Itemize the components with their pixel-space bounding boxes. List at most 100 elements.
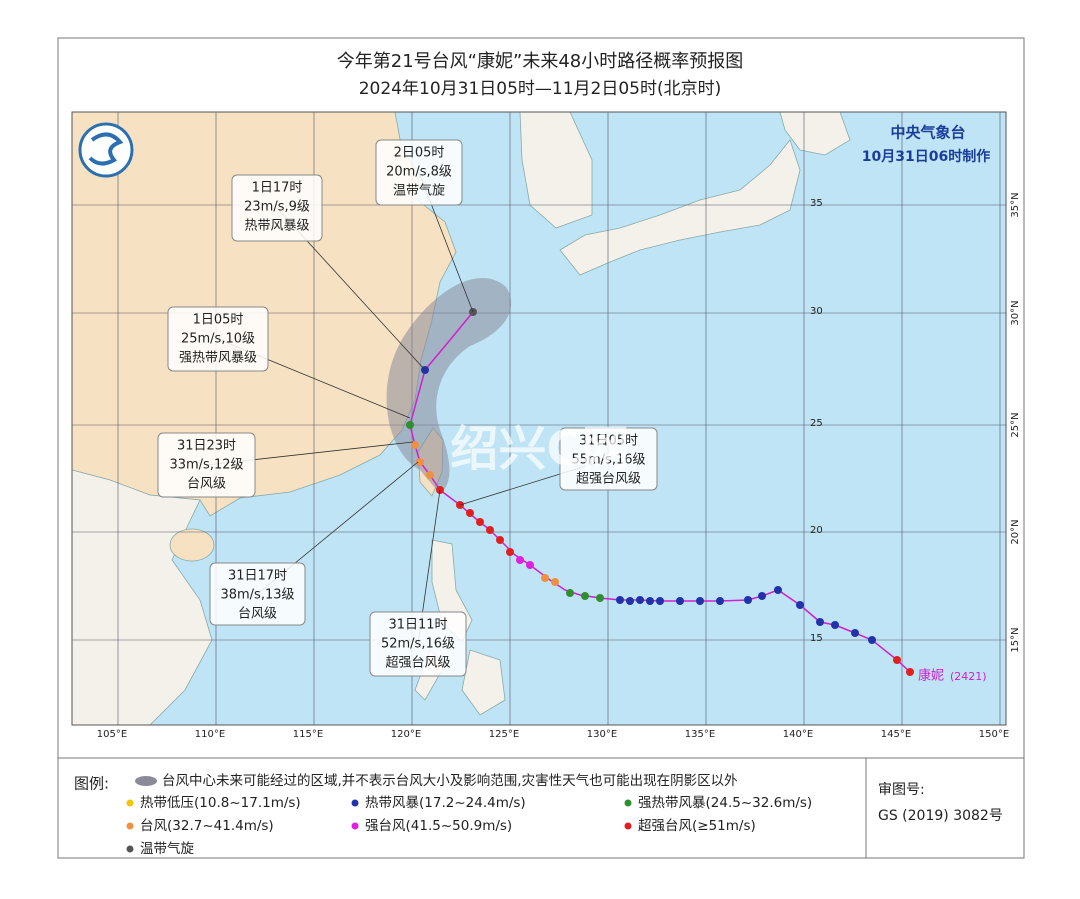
track-point <box>831 621 839 629</box>
longitude-label: 145°E <box>881 729 911 740</box>
callout-text: 1日17时 <box>252 181 303 196</box>
callout-text: 超强台风级 <box>576 472 641 487</box>
logo <box>78 122 134 178</box>
longitude-label: 115°E <box>293 729 323 740</box>
track-point <box>716 597 724 605</box>
longitude-label: 120°E <box>391 729 421 740</box>
korea <box>519 112 593 229</box>
track-point <box>636 596 644 604</box>
callout-box <box>369 611 467 677</box>
grid-label: 35 <box>810 198 823 209</box>
approval-label: 审图号: <box>878 782 925 798</box>
legend-label: 强热带风暴(24.5~32.6m/s) <box>638 795 812 811</box>
track-point <box>868 636 876 644</box>
legend-label: 超强台风(≥51m/s) <box>638 818 756 834</box>
grid-labels: 15 20 25 30 35 <box>810 198 823 644</box>
legend-label: 热带风暴(17.2~24.4m/s) <box>365 795 526 811</box>
track-point <box>626 597 634 605</box>
legend-title: 图例: <box>74 775 109 793</box>
legend-swatch <box>126 845 134 853</box>
legend-items: 热带低压(10.8~17.1m/s) 热带风暴(17.2~24.4m/s) 强热带风… <box>126 795 812 857</box>
track-point <box>426 471 434 479</box>
track-point <box>566 589 574 597</box>
callout-text: 1日05时 <box>193 313 244 328</box>
callout-text: 31日11时 <box>388 618 447 633</box>
track-point <box>506 548 514 556</box>
grid <box>72 112 1006 725</box>
latitude-label: 30°N <box>1010 300 1021 325</box>
legend-swatch <box>351 822 359 830</box>
track-point <box>416 458 424 466</box>
callout-box <box>167 306 269 372</box>
longitude-label: 135°E <box>685 729 715 740</box>
track-point <box>816 618 824 626</box>
probability-cone <box>386 278 512 494</box>
hainan <box>169 528 215 562</box>
track-point <box>646 597 654 605</box>
legend-swatch <box>624 822 632 830</box>
track-point <box>696 597 704 605</box>
japan <box>559 112 851 276</box>
track-point <box>496 536 504 544</box>
cone-swatch <box>135 776 157 786</box>
callout-text: 33m/s,12级 <box>169 458 243 473</box>
track-point <box>774 586 782 594</box>
grid-label: 25 <box>810 418 823 429</box>
title: 今年第21号台风“康妮”未来48小时路径概率预报图 <box>337 51 743 72</box>
track-point <box>526 561 534 569</box>
callout-text: 31日05时 <box>579 434 638 449</box>
callout-text: 强热带风暴级 <box>179 351 257 366</box>
callout-text: 52m/s,16级 <box>381 637 455 652</box>
legend-swatch <box>624 799 632 807</box>
legend-swatch <box>126 822 134 830</box>
latitude-labels: 15°N 20°N 25°N 30°N 35°N <box>1010 192 1021 652</box>
legend-swatch <box>126 799 134 807</box>
logo-mark <box>88 132 124 166</box>
legend-label: 台风(32.7~41.4m/s) <box>140 818 274 834</box>
callout-text: 超强台风级 <box>385 656 450 671</box>
approval-number: GS (2019) 3082号 <box>878 808 1003 824</box>
callout-text: 23m/s,9级 <box>244 200 310 215</box>
callout-text: 热带风暴级 <box>244 219 309 234</box>
track-point <box>616 596 624 604</box>
callout-text: 台风级 <box>187 477 226 492</box>
track-point <box>596 594 604 602</box>
callout-text: 2日05时 <box>394 146 445 161</box>
latitude-label: 35°N <box>1010 192 1021 217</box>
callout-text: 台风级 <box>238 607 277 622</box>
grid-label: 15 <box>810 633 823 644</box>
track-point <box>486 526 494 534</box>
track-point <box>406 421 414 429</box>
map-border <box>71 111 1007 726</box>
track-point <box>466 509 474 517</box>
legend-label: 热带低压(10.8~17.1m/s) <box>140 795 301 811</box>
longitude-labels: 105°E 110°E 115°E 120°E 125°E 130°E 135°E 140°E… <box>97 729 1009 740</box>
callout-text: 38m/s,13级 <box>220 588 294 603</box>
legend-label: 强台风(41.5~50.9m/s) <box>365 818 512 834</box>
track-point <box>744 596 752 604</box>
grid-label: 20 <box>810 525 823 536</box>
longitude-label: 140°E <box>783 729 813 740</box>
latitude-label: 20°N <box>1010 519 1021 544</box>
callout-text: 55m/s,16级 <box>571 453 645 468</box>
track-point <box>551 578 559 586</box>
longitude-label: 125°E <box>489 729 519 740</box>
watermark: 绍兴C网 <box>450 421 629 477</box>
track-point <box>516 556 524 564</box>
agency: 中央气象台 <box>890 124 965 142</box>
callout-text: 25m/s,10级 <box>181 332 255 347</box>
subtitle: 2024年10月31日05时—11月2日05时(北京时) <box>359 79 722 99</box>
legend-box <box>57 757 1025 859</box>
track-point <box>893 656 901 664</box>
callout-box <box>375 139 463 206</box>
track-point <box>411 441 419 449</box>
issued-time: 10月31日06时制作 <box>862 148 990 165</box>
cone-note: 台风中心未来可能经过的区域,并不表示台风大小及影响范围,灾害性天气也可能出现在阴… <box>162 772 738 789</box>
longitude-label: 105°E <box>97 729 127 740</box>
callout-text: 20m/s,8级 <box>386 165 452 180</box>
callout-box <box>231 174 323 242</box>
latitude-label: 15°N <box>1010 627 1021 652</box>
longitude-label: 110°E <box>195 729 225 740</box>
